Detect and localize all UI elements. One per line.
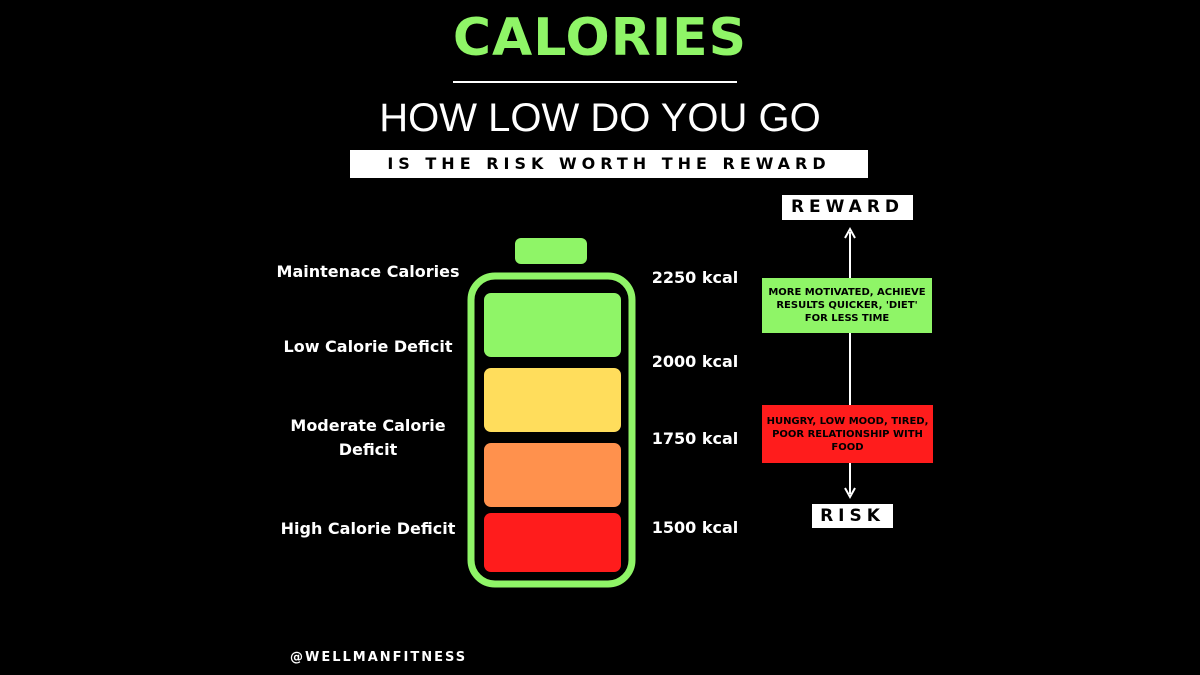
risk-note: HUNGRY, LOW MOOD, TIRED, POOR RELATIONSH…: [762, 405, 933, 463]
level-label: Maintenace Calories: [276, 262, 460, 281]
title: CALORIES: [452, 8, 748, 68]
level-label: Moderate Calorie Deficit: [290, 416, 446, 459]
subtitle: HOW LOW DO YOU GO: [379, 96, 821, 140]
level-kcal: 2250 kcal: [651, 268, 739, 287]
battery-segment: [484, 368, 621, 432]
arrow-head: [844, 487, 856, 500]
arrow-head: [844, 226, 856, 239]
level-kcal: 1750 kcal: [651, 429, 739, 448]
battery-cap: [515, 238, 587, 264]
level-label: High Calorie Deficit: [280, 519, 456, 538]
reward-tag: REWARD: [782, 195, 913, 220]
footer: @WELLMANFITNESS: [290, 650, 468, 665]
battery-body: [467, 272, 636, 588]
reward-note: MORE MOTIVATED, ACHIEVE RESULTS QUICKER,…: [762, 278, 932, 333]
battery-segment: [484, 513, 621, 572]
risk-tag: RISK: [812, 504, 893, 528]
banner: IS THE RISK WORTH THE REWARD: [350, 150, 868, 178]
level-label: Low Calorie Deficit: [283, 337, 453, 356]
level-kcal: 1500 kcal: [651, 518, 739, 537]
battery-segment: [484, 443, 621, 507]
battery-segment: [484, 293, 621, 357]
level-kcal: 2000 kcal: [651, 352, 739, 371]
